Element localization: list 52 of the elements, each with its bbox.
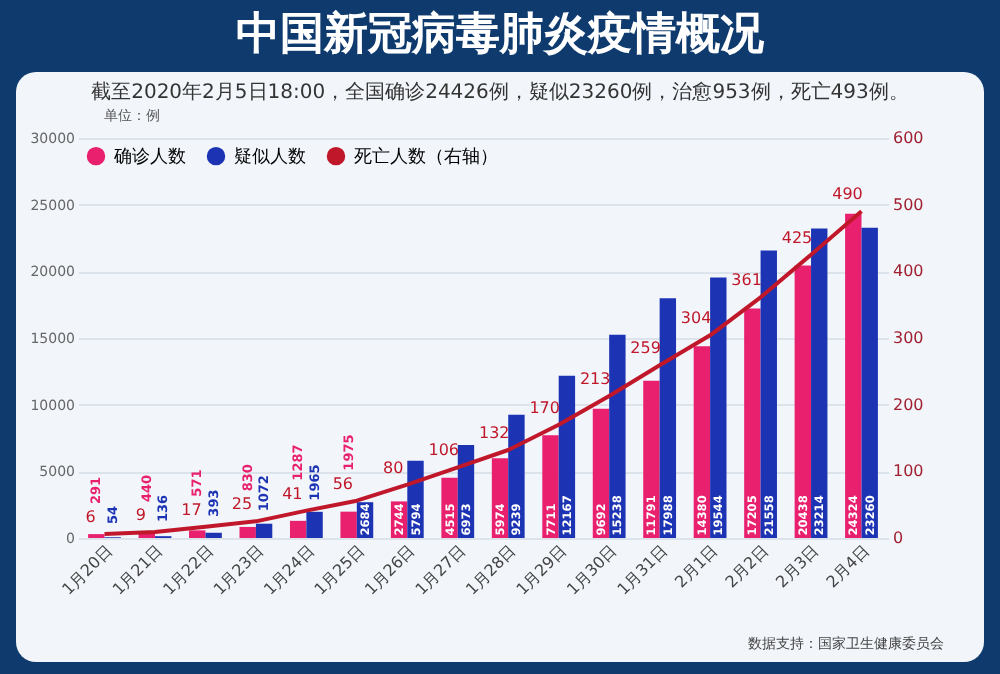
bar: [609, 334, 626, 538]
data-label: 41: [282, 484, 303, 503]
bar: [542, 435, 559, 538]
y2-tick-label: 400: [893, 262, 924, 281]
data-label: 213: [579, 370, 611, 388]
x-tick-label: 1月24日: [260, 541, 318, 599]
x-tick-label: 1月26日: [361, 541, 419, 599]
x-tick-label: 2月2日: [722, 541, 772, 592]
bar: [760, 250, 777, 538]
line-series: [102, 209, 864, 536]
data-label: 25: [231, 495, 253, 514]
bar: [205, 532, 222, 538]
bar: [811, 228, 828, 538]
bar: [794, 265, 812, 538]
x-tick-label: 2月3日: [772, 541, 823, 592]
x-tick-label: 2月1日: [671, 541, 722, 592]
data-label: 56: [332, 474, 354, 493]
legend-label: 确诊人数: [112, 146, 186, 169]
bar: [861, 227, 878, 538]
bar: [845, 213, 862, 538]
data-label: 9: [135, 506, 147, 524]
bar: [255, 523, 273, 538]
chart-subtitle: 截至2020年2月5日18:00，全国确诊24426例，疑似23260例，治愈953例，死亡493例。: [89, 79, 911, 106]
y2-tick-label: 500: [893, 195, 924, 214]
chart-title: 中国新冠病毒肺炎疫情概况: [234, 8, 766, 64]
data-label: 170: [529, 398, 560, 417]
data-label: 6: [85, 508, 96, 526]
data-label: 132: [478, 424, 510, 442]
bar: [189, 530, 206, 538]
bar: [340, 511, 357, 538]
y2-tick-label: 200: [893, 395, 924, 414]
y2-tick-label: 300: [893, 329, 924, 347]
y2-tick-label: 100: [893, 462, 924, 481]
x-tick-label: 2月4日: [823, 541, 873, 592]
y2-tick-label: 600: [893, 129, 924, 147]
data-label: 17: [181, 500, 202, 519]
legend-label: 死亡人数（右轴）: [354, 146, 498, 169]
bar: [744, 308, 761, 538]
data-label: 361: [731, 271, 762, 290]
y2-tick-label: 0: [893, 529, 904, 547]
data-label: 106: [428, 441, 460, 460]
legend-label: 疑似人数: [234, 146, 306, 169]
data-label: 80: [383, 458, 404, 477]
bar: [710, 277, 727, 538]
bar: [239, 526, 256, 538]
data-label: 490: [832, 185, 863, 204]
bar: [289, 520, 307, 538]
bar: [306, 511, 323, 538]
data-label: 259: [630, 339, 661, 358]
bar: [643, 380, 660, 538]
data-label: 425: [781, 228, 813, 247]
x-tick-label: 1月28日: [462, 541, 520, 599]
